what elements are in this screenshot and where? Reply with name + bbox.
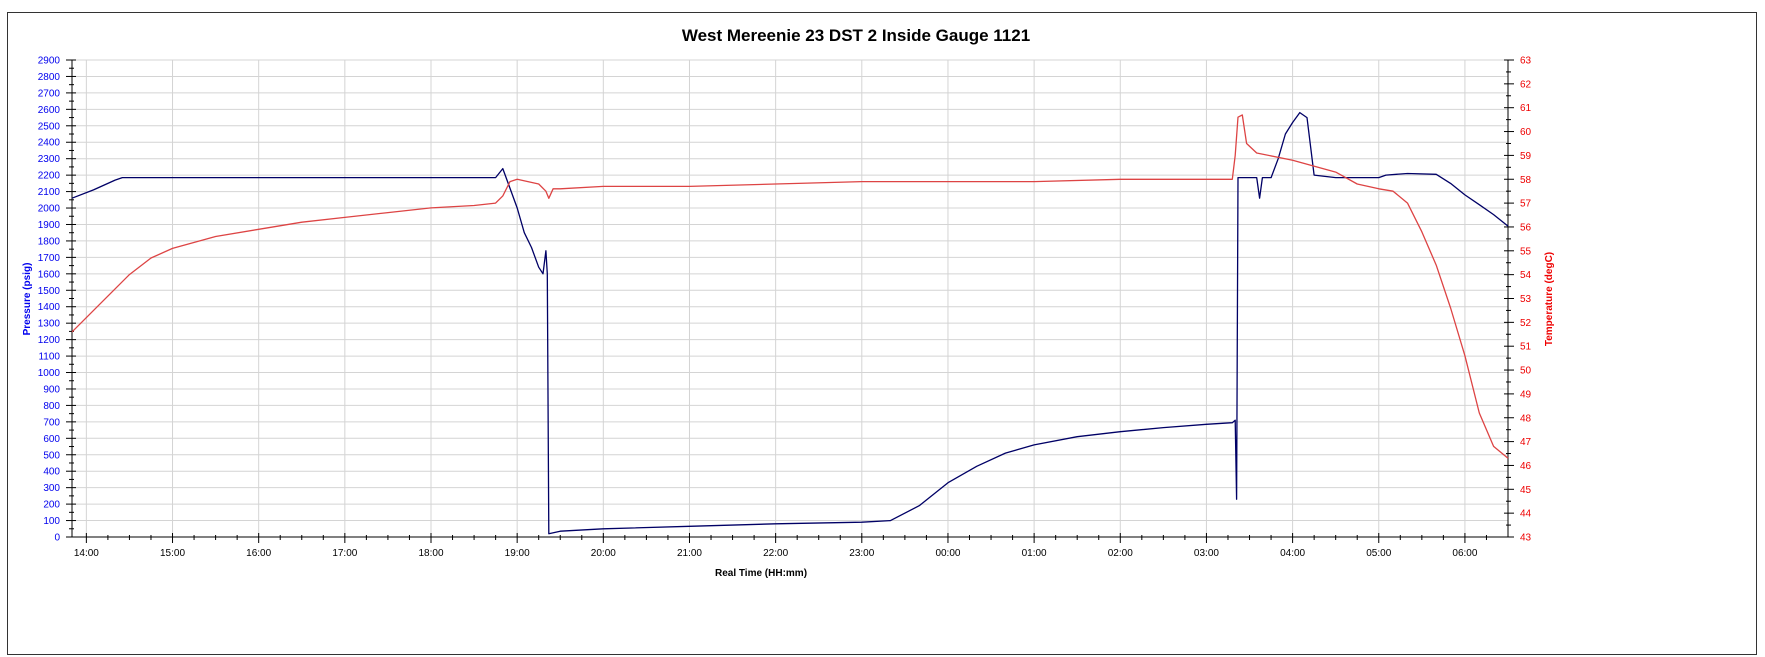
temperature-axis-ticks: 43 44 45 46 47 48 49 50 51 52 53 54 55 56 57 58 59 60 61 62… xyxy=(1504,56,1532,544)
time-tick-label: 16:00 xyxy=(246,548,271,559)
pressure-tick-label: 200 xyxy=(43,500,60,511)
pressure-tick-label: 2400 xyxy=(38,138,61,149)
temperature-tick-label: 59 xyxy=(1520,151,1532,162)
time-tick-label: 04:00 xyxy=(1280,548,1305,559)
pressure-tick-label: 900 xyxy=(43,384,60,395)
time-tick-label: 19:00 xyxy=(505,548,530,559)
pressure-tick-label: 2300 xyxy=(38,154,61,165)
temperature-series-line xyxy=(71,114,1509,459)
pressure-tick-label: 2200 xyxy=(38,171,61,182)
time-axis-label: Real Time (HH:mm) xyxy=(715,568,807,579)
pressure-tick-label: 1100 xyxy=(38,352,60,363)
pressure-tick-label: 1000 xyxy=(38,368,61,379)
time-tick-label: 21:00 xyxy=(677,548,702,559)
pressure-tick-label: 2000 xyxy=(38,204,61,215)
temperature-tick-label: 44 xyxy=(1520,509,1532,520)
chart-title: West Mereenie 23 DST 2 Inside Gauge 1121 xyxy=(682,26,1030,45)
plot-area xyxy=(82,60,1514,537)
pressure-tick-label: 1900 xyxy=(38,220,61,231)
temperature-tick-label: 53 xyxy=(1520,294,1532,305)
time-tick-label: 20:00 xyxy=(591,548,616,559)
temperature-tick-label: 54 xyxy=(1520,270,1532,281)
temperature-tick-label: 45 xyxy=(1520,485,1532,496)
time-tick-label: 17:00 xyxy=(332,548,357,559)
pressure-tick-label: 1300 xyxy=(38,319,61,330)
temperature-tick-label: 56 xyxy=(1520,222,1532,233)
pressure-tick-label: 1600 xyxy=(38,269,61,280)
time-tick-label: 22:00 xyxy=(763,548,788,559)
time-tick-label: 14:00 xyxy=(74,548,99,559)
pressure-tick-label: 700 xyxy=(43,417,60,428)
temperature-tick-label: 51 xyxy=(1520,342,1532,353)
time-tick-label: 03:00 xyxy=(1194,548,1219,559)
time-tick-label: 02:00 xyxy=(1108,548,1133,559)
chart-frame: West Mereenie 23 DST 2 Inside Gauge 1121… xyxy=(7,12,1757,655)
pressure-tick-label: 0 xyxy=(54,533,60,544)
time-tick-label: 23:00 xyxy=(849,548,874,559)
pressure-temperature-chart: West Mereenie 23 DST 2 Inside Gauge 1121… xyxy=(22,26,1555,579)
pressure-tick-label: 100 xyxy=(43,516,60,527)
pressure-axis-ticks: 0 100 200 300 400 500 600 700 800 900 1000 1100 1200… xyxy=(38,56,76,544)
time-tick-label: 00:00 xyxy=(935,548,960,559)
pressure-tick-label: 2900 xyxy=(38,56,61,67)
temperature-tick-label: 50 xyxy=(1520,366,1532,377)
pressure-axis-label: Pressure (psig) xyxy=(22,263,33,336)
temperature-tick-label: 52 xyxy=(1520,318,1532,329)
temperature-tick-label: 57 xyxy=(1520,199,1532,210)
time-axis-ticks: 14:00 15:00 16:00 17:00 18:00 19:00 20:00 21:00… xyxy=(74,533,1487,559)
temperature-tick-label: 49 xyxy=(1520,389,1532,400)
time-tick-label: 15:00 xyxy=(160,548,185,559)
pressure-tick-label: 800 xyxy=(43,401,60,412)
pressure-tick-label: 2100 xyxy=(38,187,61,198)
temperature-tick-label: 55 xyxy=(1520,246,1532,257)
temperature-tick-label: 46 xyxy=(1520,461,1532,472)
series-layer xyxy=(71,111,1509,535)
temperature-tick-label: 47 xyxy=(1520,437,1532,448)
pressure-tick-label: 2600 xyxy=(38,105,61,116)
temperature-tick-label: 61 xyxy=(1520,103,1532,114)
temperature-tick-label: 63 xyxy=(1520,56,1532,67)
pressure-tick-label: 2700 xyxy=(38,88,61,99)
pressure-series-line xyxy=(71,111,1509,535)
pressure-tick-label: 2500 xyxy=(38,121,61,132)
temperature-tick-label: 60 xyxy=(1520,127,1532,138)
pressure-tick-label: 300 xyxy=(43,483,60,494)
time-tick-label: 18:00 xyxy=(418,548,443,559)
time-tick-label: 05:00 xyxy=(1366,548,1391,559)
grid-lines xyxy=(72,59,1508,538)
time-tick-label: 01:00 xyxy=(1022,548,1047,559)
temperature-tick-label: 48 xyxy=(1520,413,1532,424)
pressure-tick-label: 600 xyxy=(43,434,60,445)
temperature-axis-label: Temperature (degC) xyxy=(1544,252,1555,346)
temperature-tick-label: 58 xyxy=(1520,175,1532,186)
pressure-tick-label: 1800 xyxy=(38,236,61,247)
temperature-tick-label: 43 xyxy=(1520,533,1532,544)
pressure-tick-label: 1700 xyxy=(38,253,61,264)
time-tick-label: 06:00 xyxy=(1452,548,1477,559)
pressure-tick-label: 2800 xyxy=(38,72,61,83)
temperature-tick-label: 62 xyxy=(1520,79,1532,90)
pressure-tick-label: 1400 xyxy=(38,302,61,313)
pressure-tick-label: 400 xyxy=(43,467,60,478)
pressure-tick-label: 500 xyxy=(43,450,60,461)
pressure-tick-label: 1500 xyxy=(38,286,61,297)
pressure-tick-label: 1200 xyxy=(38,335,61,346)
